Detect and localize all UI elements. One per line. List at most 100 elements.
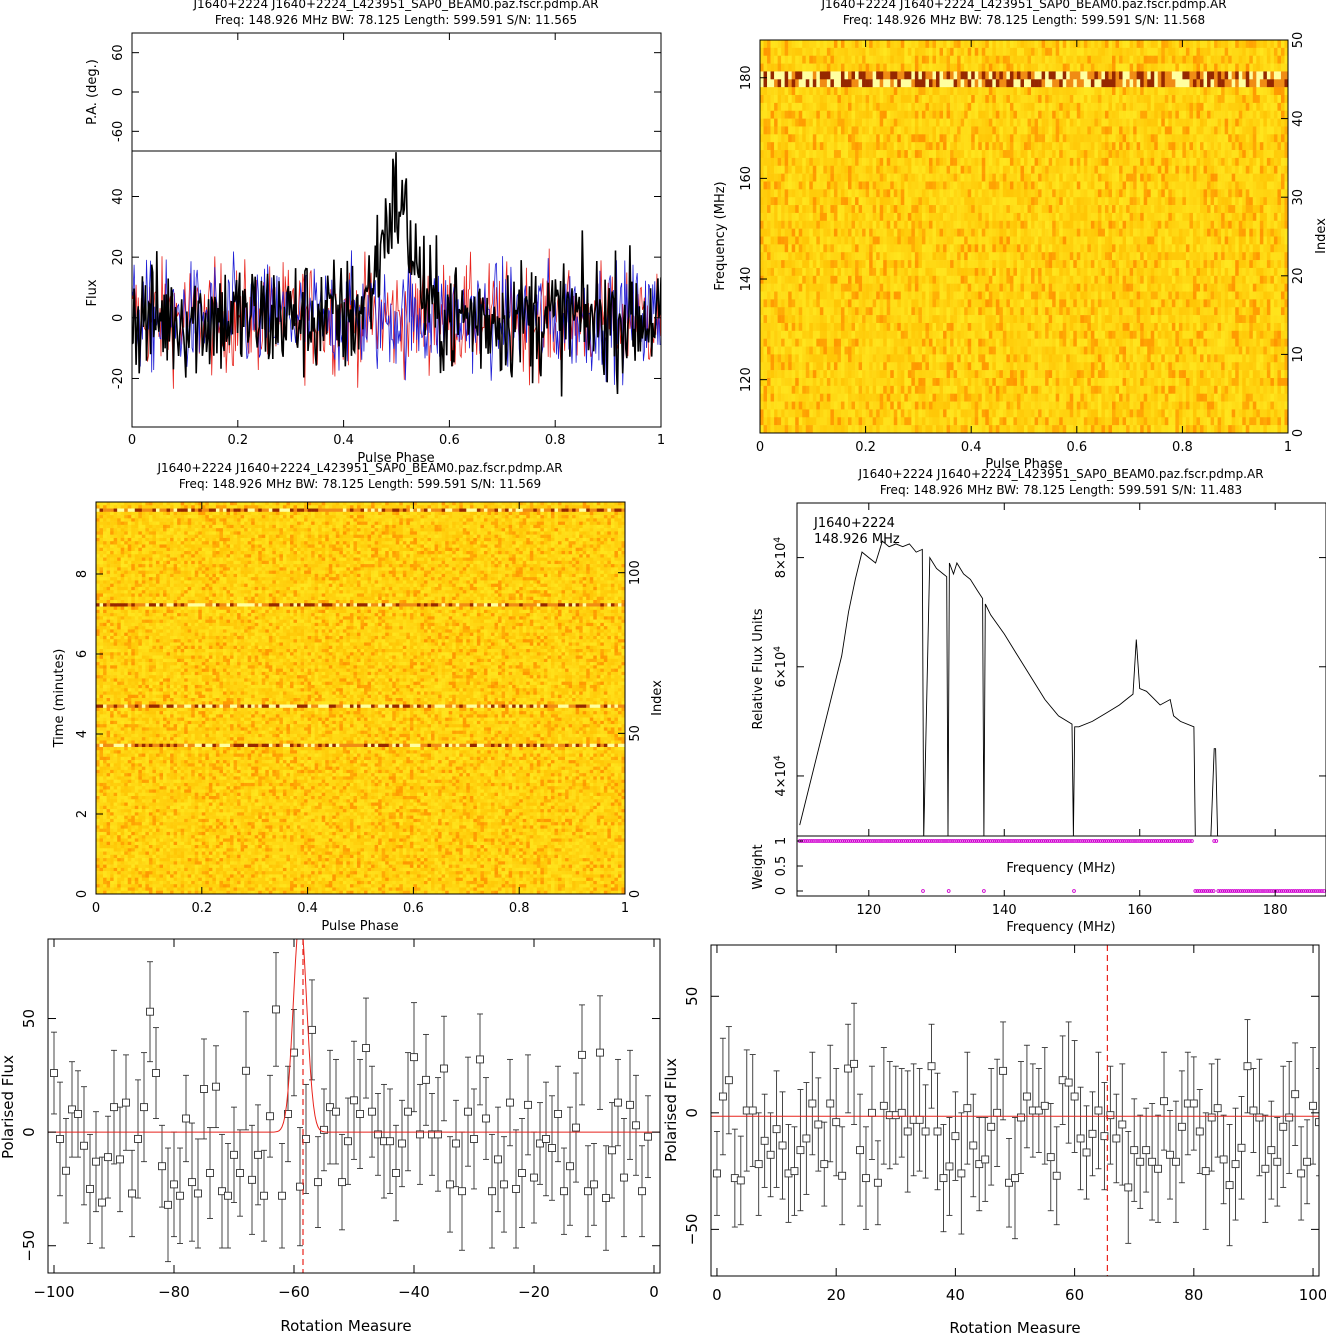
- freqphase-cell: [957, 158, 961, 166]
- freqphase-cell: [1267, 48, 1271, 56]
- freqphase-cell: [925, 64, 929, 72]
- freqphase-cell: [792, 205, 796, 213]
- freqphase-cell: [785, 221, 789, 229]
- freqphase-cell: [795, 56, 799, 64]
- freqphase-cell: [1260, 229, 1264, 237]
- freqphase-cell: [876, 134, 880, 142]
- freqphase-cell: [1073, 71, 1077, 79]
- freqphase-cell: [904, 126, 908, 134]
- freqphase-cell: [1059, 111, 1063, 119]
- freqphase-cell: [932, 229, 936, 237]
- freqphase-cell: [978, 174, 982, 182]
- freqphase-cell: [795, 95, 799, 103]
- freqphase-cell: [844, 292, 848, 300]
- freqphase-cell: [1108, 134, 1112, 142]
- freqphase-cell: [844, 95, 848, 103]
- freqphase-cell: [1263, 40, 1267, 48]
- freqphase-cell: [823, 260, 827, 268]
- freqphase-cell: [841, 64, 845, 72]
- freqphase-cell: [883, 229, 887, 237]
- phase-tick-label: 0: [128, 433, 136, 448]
- freqphase-cell: [848, 252, 852, 260]
- freqphase-cell: [1263, 48, 1267, 56]
- freqphase-cell: [968, 79, 972, 87]
- freqphase-cell: [1077, 252, 1081, 260]
- freqphase-cell: [1084, 40, 1088, 48]
- freqphase-cell: [1070, 150, 1074, 158]
- freqphase-cell: [816, 197, 820, 205]
- freqphase-cell: [1126, 181, 1130, 189]
- freqphase-cell: [1024, 87, 1028, 95]
- freqphase-cell: [999, 181, 1003, 189]
- freqphase-cell: [1035, 64, 1039, 72]
- freqphase-cell: [1010, 213, 1014, 221]
- freqphase-cell: [880, 111, 884, 119]
- freqphase-cell: [823, 158, 827, 166]
- freqphase-cell: [1070, 213, 1074, 221]
- freqphase-cell: [848, 87, 852, 95]
- freqphase-cell: [985, 213, 989, 221]
- freqphase-cell: [1260, 48, 1264, 56]
- freqphase-cell: [989, 142, 993, 150]
- freqphase-cell: [1189, 260, 1193, 268]
- freqphase-cell: [823, 134, 827, 142]
- freqphase-cell: [1024, 189, 1028, 197]
- freqphase-cell: [1196, 111, 1200, 119]
- freqphase-cell: [1249, 229, 1253, 237]
- freqphase-cell: [862, 174, 866, 182]
- freqphase-cell: [859, 103, 863, 111]
- freqphase-cell: [862, 56, 866, 64]
- freqphase-cell: [862, 181, 866, 189]
- freqphase-cell: [1003, 229, 1007, 237]
- freqphase-cell: [1246, 87, 1250, 95]
- freqphase-cell: [1091, 48, 1095, 56]
- freqphase-cell: [806, 134, 810, 142]
- freqphase-cell: [932, 87, 936, 95]
- freqphase-cell: [922, 40, 926, 48]
- freqphase-cell: [936, 150, 940, 158]
- freqphase-cell: [1189, 252, 1193, 260]
- freqphase-cell: [827, 71, 831, 79]
- freqphase-cell: [837, 87, 841, 95]
- freqphase-cell: [1189, 205, 1193, 213]
- freqphase-cell: [1080, 221, 1084, 229]
- freqphase-cell: [1246, 174, 1250, 182]
- freqphase-cell: [1101, 244, 1105, 252]
- freqphase-cell: [1175, 189, 1179, 197]
- freqphase-cell: [1112, 150, 1116, 158]
- freqphase-cell: [985, 48, 989, 56]
- freqphase-cell: [1112, 197, 1116, 205]
- freqphase-cell: [1263, 189, 1267, 197]
- freqphase-cell: [1158, 229, 1162, 237]
- freqphase-cell: [957, 40, 961, 48]
- freqphase-cell: [1084, 244, 1088, 252]
- freqphase-cell: [1070, 174, 1074, 182]
- freqphase-cell: [1126, 260, 1130, 268]
- freqphase-cell: [788, 103, 792, 111]
- freqphase-cell: [915, 276, 919, 284]
- freqphase-cell: [855, 158, 859, 166]
- freqphase-cell: [767, 252, 771, 260]
- freqphase-cell: [1267, 111, 1271, 119]
- freqphase-cell: [1218, 237, 1222, 245]
- freqphase-cell: [936, 111, 940, 119]
- freqphase-cell: [785, 126, 789, 134]
- freqphase-cell: [1087, 268, 1091, 276]
- freqphase-cell: [1133, 87, 1137, 95]
- freqphase-cell: [852, 56, 856, 64]
- freqphase-cell: [897, 111, 901, 119]
- freqphase-cell: [841, 126, 845, 134]
- freqphase-cell: [890, 244, 894, 252]
- freqphase-cell: [936, 197, 940, 205]
- freqphase-cell: [785, 142, 789, 150]
- freqphase-cell: [936, 64, 940, 72]
- freqphase-cell: [1221, 166, 1225, 174]
- freqphase-cell: [869, 268, 873, 276]
- freqphase-cell: [894, 284, 898, 292]
- freqphase-cell: [1246, 111, 1250, 119]
- freqphase-cell: [1263, 221, 1267, 229]
- freqphase-cell: [1020, 166, 1024, 174]
- freqphase-cell: [1253, 119, 1257, 127]
- freqphase-cell: [971, 103, 975, 111]
- freqphase-cell: [827, 213, 831, 221]
